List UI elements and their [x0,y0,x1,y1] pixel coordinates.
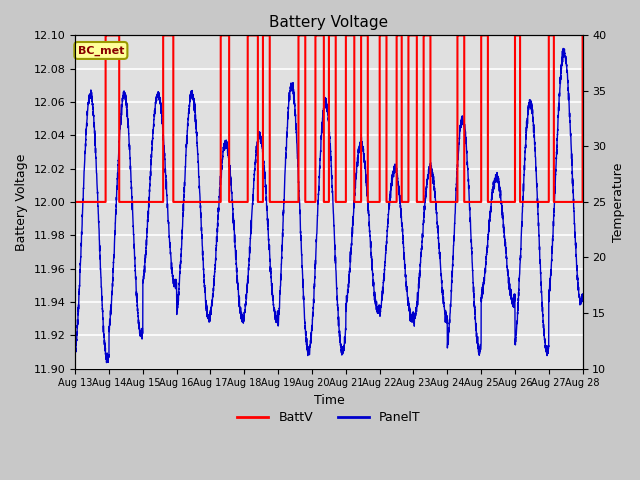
Title: Battery Voltage: Battery Voltage [269,15,388,30]
Y-axis label: Battery Voltage: Battery Voltage [15,153,28,251]
X-axis label: Time: Time [314,394,344,407]
Legend: BattV, PanelT: BattV, PanelT [232,406,426,429]
Y-axis label: Temperature: Temperature [612,162,625,241]
Text: BC_met: BC_met [77,45,124,56]
